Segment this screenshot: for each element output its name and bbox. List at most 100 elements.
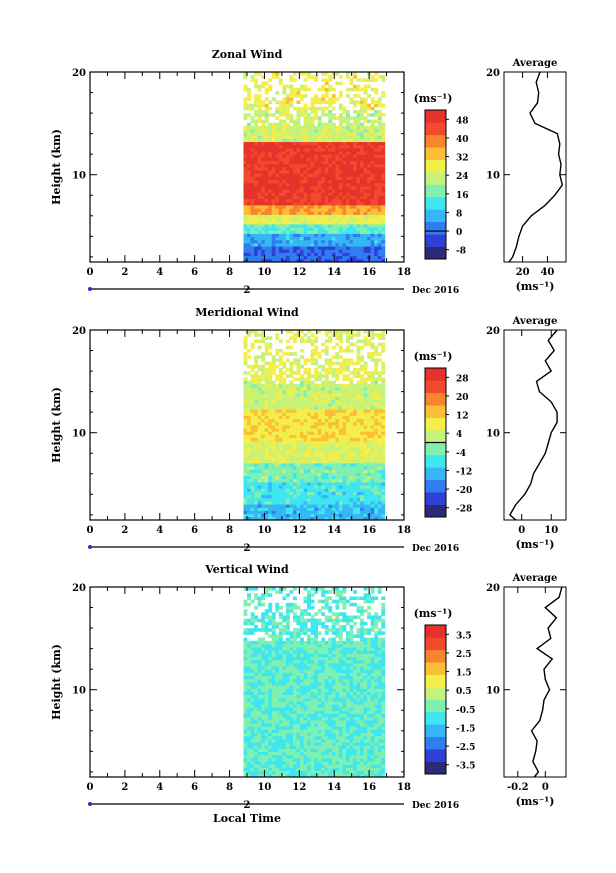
heatmap-cell bbox=[331, 195, 336, 200]
heatmap-cell bbox=[324, 412, 329, 416]
heatmap-cell bbox=[342, 208, 347, 212]
heatmap-cell bbox=[282, 453, 287, 458]
heatmap-cell bbox=[264, 224, 269, 228]
heatmap-cell bbox=[356, 444, 361, 448]
heatmap-cell bbox=[324, 125, 329, 130]
heatmap-cell bbox=[342, 182, 347, 187]
heatmap-cell bbox=[257, 513, 262, 518]
heatmap-cell bbox=[285, 224, 290, 228]
heatmap-cell bbox=[282, 106, 287, 111]
heatmap-cell bbox=[254, 195, 259, 200]
heatmap-cell bbox=[268, 129, 273, 133]
heatmap-cell bbox=[370, 767, 375, 772]
heatmap-cell bbox=[303, 148, 308, 152]
heatmap-cell bbox=[324, 431, 329, 435]
heatmap-cell bbox=[285, 246, 290, 250]
heatmap-cell bbox=[254, 383, 259, 388]
heatmap-cell bbox=[381, 418, 386, 423]
heatmap-cell bbox=[285, 402, 290, 407]
heatmap-cell bbox=[353, 333, 357, 337]
heatmap-cell bbox=[363, 170, 368, 174]
heatmap-cell bbox=[314, 434, 319, 439]
heatmap-cell bbox=[353, 507, 357, 511]
heatmap-cell bbox=[356, 249, 361, 253]
heatmap-cell bbox=[345, 415, 350, 420]
heatmap-cell bbox=[342, 735, 347, 740]
heatmap-cell bbox=[292, 406, 297, 410]
heatmap-cell bbox=[296, 255, 301, 260]
heatmap-cell bbox=[335, 494, 340, 499]
heatmap-cell bbox=[331, 141, 336, 146]
heatmap-cell bbox=[363, 459, 368, 464]
heatmap-cell bbox=[254, 78, 259, 82]
heatmap-cell bbox=[374, 513, 379, 518]
heatmap-cell bbox=[321, 144, 326, 149]
heatmap-cell bbox=[247, 201, 251, 206]
heatmap-cell bbox=[303, 773, 308, 778]
heatmap-cell bbox=[296, 239, 301, 244]
heatmap-cell bbox=[356, 472, 361, 477]
heatmap-cell bbox=[296, 444, 301, 448]
heatmap-cell bbox=[254, 167, 259, 171]
heatmap-cell bbox=[292, 72, 297, 76]
heatmap-cell bbox=[264, 475, 269, 480]
heatmap-cell bbox=[257, 504, 262, 508]
heatmap-cell bbox=[356, 167, 361, 171]
heatmap-cell bbox=[381, 380, 386, 385]
heatmap-cell bbox=[303, 258, 308, 263]
heatmap-cell bbox=[321, 440, 326, 445]
heatmap-cell bbox=[296, 141, 301, 146]
heatmap-cell bbox=[353, 239, 357, 244]
heatmap-cell bbox=[367, 189, 372, 193]
heatmap-cell bbox=[275, 393, 280, 397]
heatmap-cell bbox=[282, 469, 287, 473]
heatmap-cell bbox=[282, 494, 287, 499]
heatmap-cell bbox=[300, 453, 304, 458]
heatmap-cell bbox=[289, 415, 294, 420]
heatmap-cell bbox=[243, 437, 248, 442]
heatmap-cell bbox=[275, 132, 280, 136]
heatmap-cell bbox=[314, 450, 319, 454]
heatmap-cell bbox=[321, 176, 326, 181]
heatmap-cell bbox=[271, 355, 276, 359]
heatmap-cell bbox=[292, 144, 297, 149]
heatmap-cell bbox=[374, 179, 379, 184]
heatmap-cell bbox=[353, 421, 357, 426]
heatmap-cell bbox=[317, 428, 322, 432]
heatmap-cell bbox=[275, 186, 280, 190]
heatmap-cell bbox=[377, 192, 382, 196]
heatmap-cell bbox=[268, 78, 273, 82]
heatmap-cell bbox=[303, 409, 308, 413]
heatmap-cell bbox=[243, 361, 248, 366]
heatmap-cell bbox=[349, 182, 354, 187]
heatmap-cell bbox=[367, 421, 372, 426]
heatmap-cell bbox=[324, 513, 329, 518]
heatmap-cell bbox=[345, 406, 350, 410]
heatmap-cell bbox=[268, 336, 273, 340]
heatmap-cell bbox=[307, 472, 312, 477]
heatmap-cell bbox=[370, 754, 375, 759]
heatmap-cell bbox=[328, 182, 333, 187]
heatmap-cell bbox=[296, 160, 301, 165]
heatmap-cell bbox=[278, 227, 283, 231]
heatmap-cell bbox=[296, 459, 301, 464]
heatmap-cell bbox=[374, 345, 379, 350]
heatmap-cell bbox=[285, 157, 290, 162]
heatmap-cell bbox=[353, 179, 357, 184]
heatmap-cell bbox=[381, 406, 386, 410]
heatmap-cell bbox=[307, 418, 312, 423]
heatmap-cell bbox=[345, 463, 350, 467]
heatmap-cell bbox=[367, 144, 372, 149]
heatmap-cell bbox=[342, 431, 347, 435]
heatmap-cell bbox=[363, 211, 368, 215]
heatmap-cell bbox=[377, 406, 382, 410]
heatmap-cell bbox=[275, 735, 280, 740]
heatmap-cell bbox=[292, 78, 297, 82]
heatmap-cell bbox=[353, 494, 357, 499]
heatmap-cell bbox=[331, 459, 336, 464]
heatmap-cell bbox=[360, 198, 365, 203]
heatmap-cell bbox=[289, 472, 294, 477]
heatmap-cell bbox=[264, 141, 269, 146]
heatmap-cell bbox=[300, 396, 304, 401]
heatmap-cell bbox=[271, 510, 276, 515]
